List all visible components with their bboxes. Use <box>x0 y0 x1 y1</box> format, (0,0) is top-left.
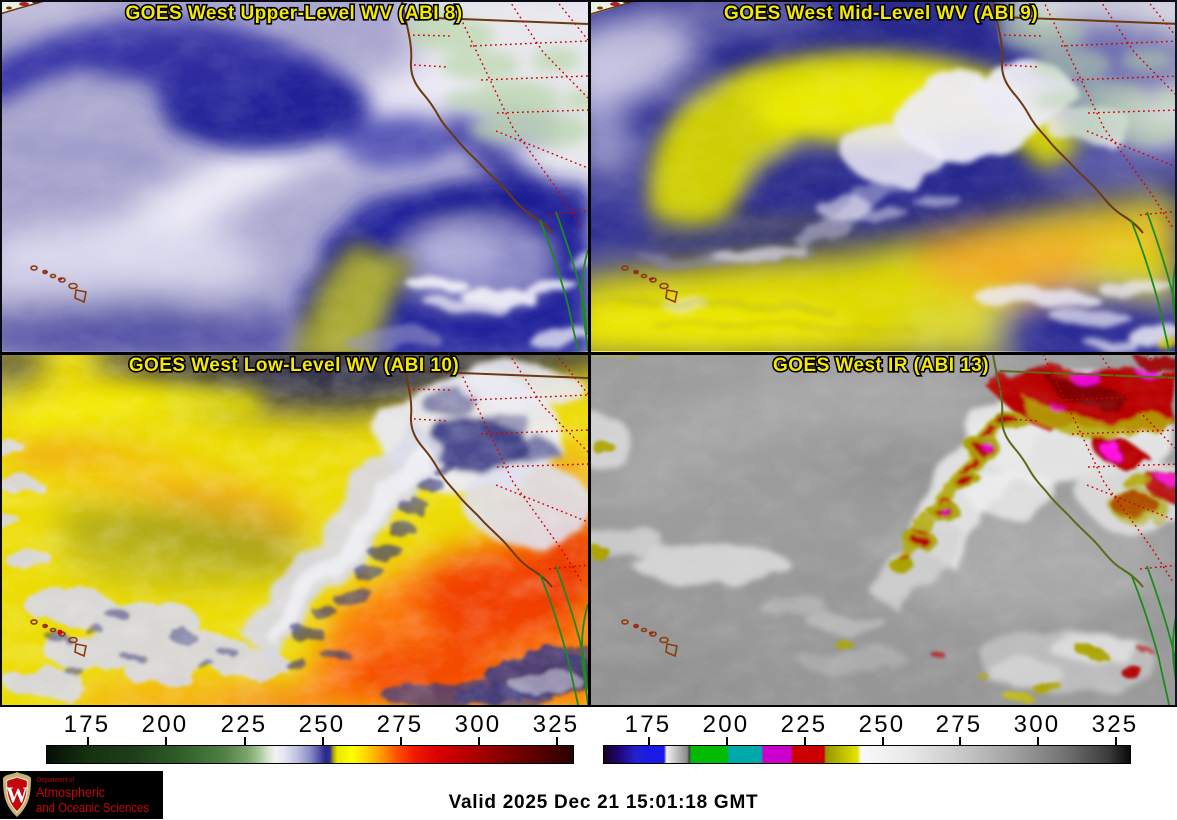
svg-text:and Oceanic Sciences: and Oceanic Sciences <box>36 800 149 815</box>
svg-text:GOES West IR (ABI 13): GOES West IR (ABI 13) <box>773 355 989 376</box>
svg-text:Department of: Department of <box>37 777 74 784</box>
svg-text:GOES West Low-Level WV (ABI 10: GOES West Low-Level WV (ABI 10) <box>129 355 459 376</box>
svg-text:W: W <box>6 782 28 807</box>
svg-text:Atmospheric: Atmospheric <box>36 784 105 800</box>
svg-text:GOES West Mid-Level WV (ABI 9): GOES West Mid-Level WV (ABI 9) <box>724 3 1038 24</box>
svg-text:GOES West Upper-Level WV (ABI: GOES West Upper-Level WV (ABI 8) <box>125 3 462 24</box>
